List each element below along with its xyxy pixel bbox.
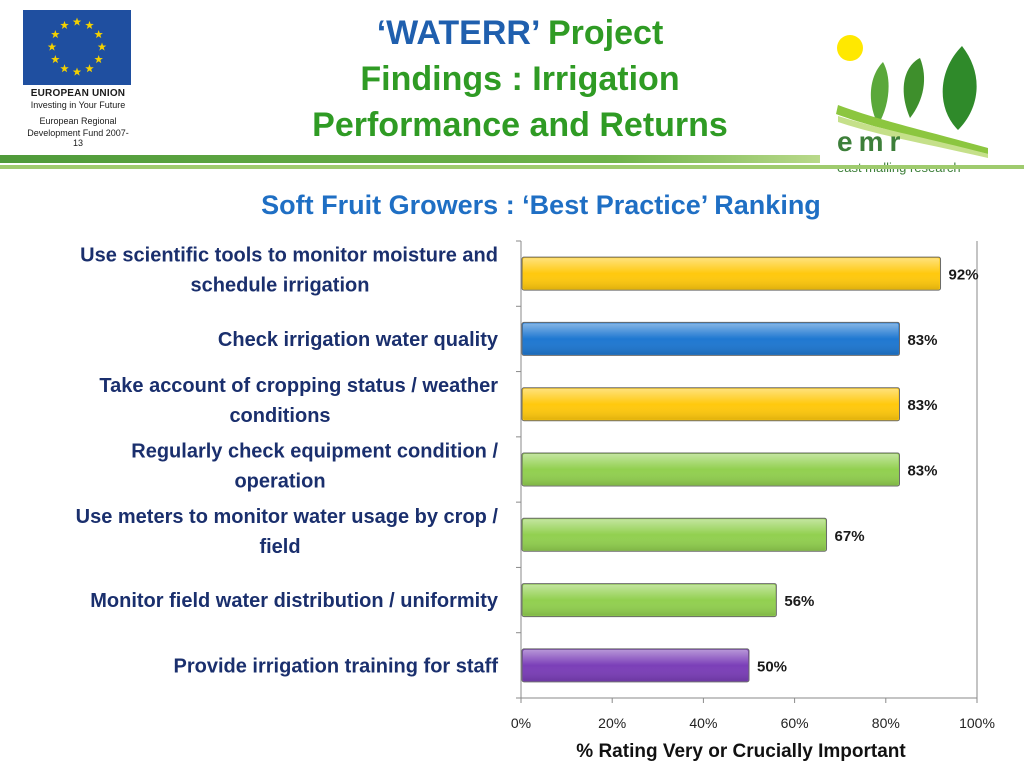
category-label: Regularly check equipment condition / ope… bbox=[131, 441, 498, 493]
x-tick-label: 0% bbox=[511, 715, 531, 731]
eu-star-icon bbox=[85, 64, 94, 73]
eu-star-icon bbox=[60, 64, 69, 73]
title-quote-close: ’ bbox=[530, 14, 539, 52]
eu-star-icon bbox=[47, 42, 57, 51]
category-label: Use scientific tools to monitor moisture… bbox=[80, 245, 498, 297]
title-project-word: Project bbox=[538, 14, 664, 52]
bar-highlight bbox=[523, 323, 899, 355]
x-tick-label: 100% bbox=[959, 715, 995, 731]
x-axis-title: % Rating Very or Crucially Important bbox=[576, 741, 906, 762]
bar-highlight bbox=[523, 388, 899, 420]
slide-title-line3: Performance and Returns bbox=[312, 106, 728, 144]
slide-title-line2: Findings : Irrigation bbox=[360, 60, 680, 98]
bar-value-label: 92% bbox=[949, 267, 979, 284]
bar-highlight bbox=[523, 584, 776, 616]
eu-star-icon bbox=[94, 55, 103, 64]
chart-title: Soft Fruit Growers : ‘Best Practice’ Ran… bbox=[261, 190, 821, 220]
eu-logo-title: EUROPEAN UNION bbox=[30, 88, 126, 99]
category-label: Take account of cropping status / weathe… bbox=[99, 375, 498, 427]
slide-title-line1: ‘WATERR’ Project bbox=[240, 10, 800, 56]
category-label: Use meters to monitor water usage by cro… bbox=[76, 506, 499, 558]
bar-value-label: 67% bbox=[835, 528, 865, 545]
eu-star-icon bbox=[85, 20, 94, 29]
category-label: Provide irrigation training for staff bbox=[174, 655, 499, 677]
bar-value-label: 83% bbox=[907, 397, 937, 414]
eu-flag-icon bbox=[23, 10, 131, 85]
bar-highlight bbox=[523, 649, 748, 681]
bar-highlight bbox=[523, 258, 940, 290]
bar-highlight bbox=[523, 519, 826, 551]
x-tick-label: 20% bbox=[598, 715, 626, 731]
eu-logo-fund-line2: Development Fund 2007-13 bbox=[27, 128, 129, 148]
bar-value-label: 56% bbox=[784, 593, 814, 610]
eu-star-icon bbox=[51, 55, 60, 64]
eu-star-icon bbox=[72, 17, 82, 26]
bar-value-label: 83% bbox=[907, 463, 937, 480]
category-label: Check irrigation water quality bbox=[218, 329, 499, 351]
x-tick-label: 80% bbox=[872, 715, 900, 731]
eu-star-icon bbox=[51, 30, 60, 39]
header-divider-band bbox=[0, 155, 1024, 169]
bar-value-label: 50% bbox=[757, 658, 787, 675]
emr-logo-icon bbox=[836, 35, 988, 158]
emr-logo-name: emr bbox=[837, 126, 907, 157]
eu-logo-fund-line1: European Regional bbox=[39, 116, 117, 126]
x-tick-label: 40% bbox=[689, 715, 717, 731]
bar-value-label: 83% bbox=[907, 332, 937, 349]
eu-star-icon bbox=[72, 67, 82, 76]
eu-star-icon bbox=[94, 30, 103, 39]
eu-star-icon bbox=[60, 20, 69, 29]
title-project-name: WATERR bbox=[386, 14, 531, 52]
eu-star-icon bbox=[97, 42, 107, 51]
x-tick-label: 60% bbox=[781, 715, 809, 731]
category-label: Monitor field water distribution / unifo… bbox=[90, 590, 499, 612]
title-quote-open: ‘ bbox=[376, 14, 387, 52]
slide-title: ‘WATERR’ Project Findings : Irrigation P… bbox=[240, 10, 800, 148]
eu-logo-tagline: Investing in Your Future bbox=[30, 100, 126, 110]
bar-highlight bbox=[523, 454, 899, 485]
